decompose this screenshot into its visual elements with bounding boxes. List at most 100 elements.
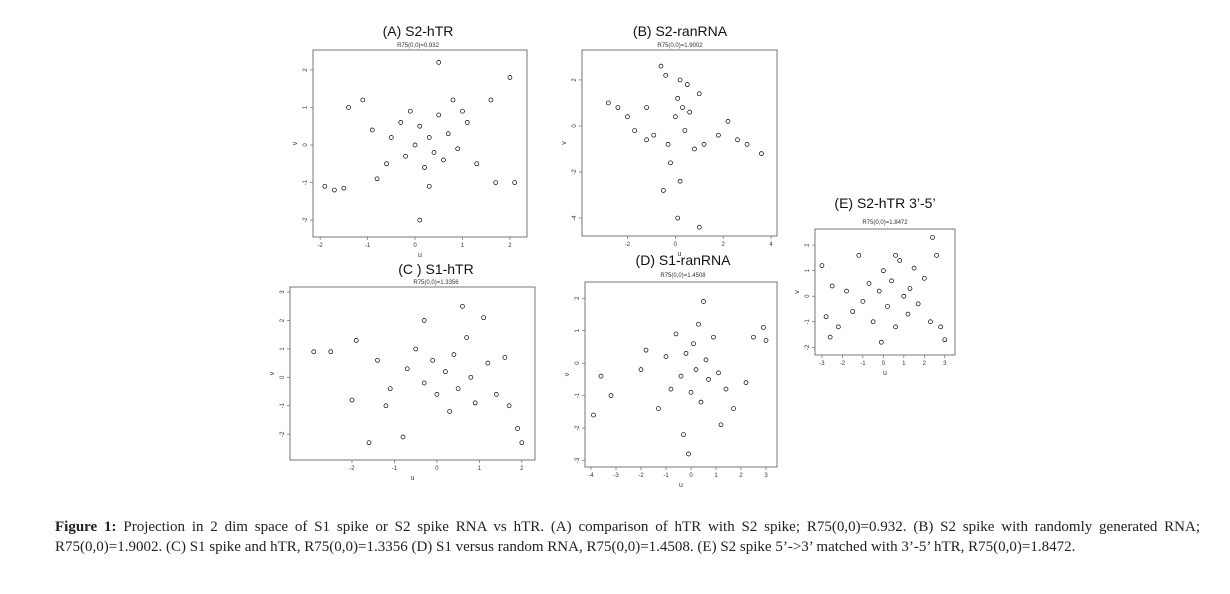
point — [451, 352, 457, 357]
x-tick-label: 1 — [714, 473, 718, 479]
point — [460, 108, 465, 114]
point — [643, 347, 649, 353]
x-tick-label: 0 — [435, 466, 439, 472]
panel-title: (D) S1-ranRNA — [636, 252, 732, 268]
point — [686, 451, 691, 457]
point — [403, 153, 408, 159]
x-tick-label: -1 — [392, 466, 398, 472]
point — [421, 318, 427, 323]
point — [677, 77, 683, 83]
point — [692, 146, 697, 152]
x-tick-label: -1 — [365, 243, 371, 249]
x-tick-label: 1 — [902, 361, 906, 367]
point — [387, 386, 393, 392]
point — [328, 349, 334, 355]
y-tick-label: 0 — [280, 375, 286, 379]
y-tick-label: 2 — [303, 68, 309, 72]
point — [644, 137, 649, 143]
point — [678, 373, 684, 379]
point — [698, 399, 704, 405]
y-tick-label: -2 — [572, 169, 578, 175]
point — [668, 160, 673, 166]
point — [375, 357, 380, 363]
x-axis-label: u — [883, 370, 887, 377]
y-tick-label: 0 — [805, 294, 811, 298]
point — [716, 370, 721, 376]
point — [436, 60, 442, 65]
point — [921, 275, 927, 281]
point — [388, 135, 394, 140]
point — [608, 393, 614, 398]
point — [911, 265, 917, 271]
y-tick-label: 1 — [303, 105, 309, 109]
point — [605, 100, 611, 106]
y-tick-label: 3 — [280, 290, 286, 294]
y-axis-label: v — [561, 141, 568, 145]
point — [881, 268, 886, 274]
point — [656, 406, 661, 411]
point — [701, 299, 706, 304]
y-tick-label: 2 — [572, 78, 578, 82]
point — [493, 180, 499, 185]
point — [934, 252, 939, 258]
x-tick-label: -2 — [317, 243, 323, 249]
point — [374, 176, 380, 182]
point — [665, 142, 671, 147]
point — [507, 75, 513, 80]
point — [455, 146, 461, 152]
y-tick-label: -2 — [805, 344, 811, 350]
figure-panels: (A) S2-hTR R75(0,0)=0.932 -2 -1 0 1 2 -2 -1 0 1 2 u v… — [269, 23, 956, 489]
point — [743, 380, 749, 385]
panel: (E) S2-hTR 3’-5’ R75(0,0)=1.8472 -3 -2 -1 0 1 2… — [794, 195, 956, 377]
x-tick-label: -1 — [860, 361, 866, 367]
plot-frame — [581, 49, 778, 237]
point — [703, 357, 709, 363]
point — [464, 335, 469, 340]
x-tick-label: -1 — [663, 473, 669, 479]
x-tick-label: -3 — [819, 361, 825, 367]
caption-label: Figure 1: — [55, 519, 117, 535]
point — [417, 217, 423, 223]
point — [731, 406, 736, 411]
y-tick-label: 1 — [280, 347, 286, 351]
point — [638, 367, 644, 372]
point — [632, 128, 637, 133]
panel: (D) S1-ranRNA R75(0,0)=1.4508 -4 -3 -2 -1 0 1 2 3… — [564, 252, 778, 489]
point — [696, 321, 701, 327]
point — [413, 346, 419, 352]
point — [735, 137, 740, 143]
point — [893, 252, 898, 258]
point — [506, 403, 512, 409]
point — [332, 187, 337, 193]
y-tick-label: 0 — [575, 361, 581, 365]
point — [421, 380, 427, 386]
y-tick-label: -3 — [575, 457, 581, 463]
point — [893, 324, 898, 330]
point — [915, 301, 921, 307]
x-tick-label: 2 — [923, 361, 927, 367]
point — [673, 331, 679, 337]
y-axis-label: v — [269, 371, 276, 375]
point — [942, 337, 948, 343]
x-tick-label: -3 — [613, 473, 619, 479]
point — [725, 119, 731, 124]
point — [761, 325, 766, 330]
x-tick-label: 0 — [689, 473, 693, 479]
point — [819, 263, 825, 268]
y-axis-label: v — [292, 141, 299, 145]
point — [885, 304, 890, 309]
point — [675, 95, 681, 101]
y-tick-label: 2 — [280, 318, 286, 322]
plot-frame — [584, 281, 778, 468]
point — [844, 288, 849, 294]
point — [675, 215, 681, 221]
point — [474, 161, 480, 167]
caption-text: Projection in 2 dim space of S1 spike or… — [55, 519, 1201, 555]
point — [398, 120, 404, 125]
panel-subtitle: R75(0,0)=1.9002 — [657, 43, 703, 49]
x-tick-label: -2 — [625, 242, 631, 248]
x-tick-label: -2 — [840, 361, 846, 367]
point — [856, 252, 862, 258]
point — [384, 161, 389, 167]
point — [870, 319, 876, 325]
